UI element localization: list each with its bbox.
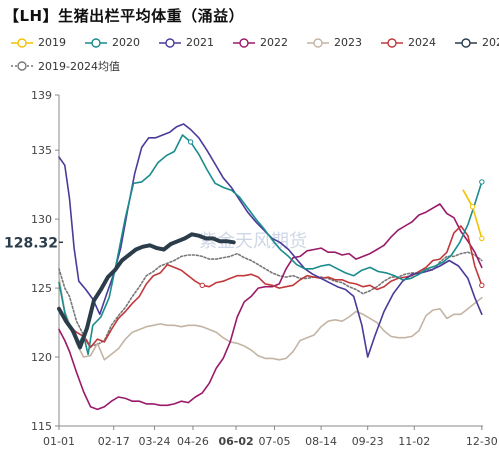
legend-swatch-icon [233, 37, 255, 48]
series-point-2024 [479, 282, 485, 289]
y-tick-label: 139 [31, 89, 52, 102]
x-tick-label: 12-30 [466, 435, 498, 448]
legend-item[interactable]: 2020 [84, 36, 140, 49]
y-tick-label: 130 [31, 213, 52, 226]
series-point-2024 [199, 282, 205, 289]
series-line-2022 [58, 203, 483, 411]
series-point-2019 [479, 235, 485, 242]
series-point-2020 [187, 139, 194, 145]
chart-title: 【LH】生猪出栏平均体重（涌益） [4, 7, 245, 25]
watermark: 紫金天风期货 [199, 231, 307, 252]
y-tick-label: 115 [31, 420, 52, 433]
legend-swatch-icon [455, 37, 477, 48]
legend-item[interactable]: 2022 [232, 36, 288, 49]
legend-item[interactable]: 2021 [158, 36, 214, 49]
x-tick-label: 06-02 [218, 435, 253, 448]
legend-swatch-icon [85, 37, 107, 48]
legend-label: 2025 [482, 36, 499, 49]
series-line-2023 [58, 276, 483, 361]
series-line-2020 [58, 134, 483, 356]
legend-label: 2022 [260, 36, 288, 49]
series-line-2019 [462, 189, 483, 240]
legend-label: 2024 [408, 36, 436, 49]
y-tick-label: 120 [31, 351, 52, 364]
x-tick-label: 04-26 [177, 435, 209, 448]
legend-swatch-icon [11, 61, 33, 71]
x-tick-label: 09-23 [352, 435, 384, 448]
series-point-2019 [469, 204, 476, 210]
x-tick-label: 01-01 [43, 435, 75, 448]
x-tick-label: 08-14 [305, 435, 337, 448]
legend-label: 2020 [112, 36, 140, 49]
legend-item[interactable]: 2024 [380, 36, 436, 49]
legend-item[interactable]: 2019 [10, 36, 66, 49]
y-tick-label: 135 [31, 144, 52, 157]
series-line-2025 [57, 232, 236, 350]
legend-label: 2019-2024均值 [38, 60, 120, 73]
legend-item[interactable]: 2023 [306, 36, 362, 49]
legend-label: 2021 [186, 36, 214, 49]
x-tick-label: 03-24 [139, 435, 171, 448]
x-highlight-bg [212, 431, 261, 449]
x-tick-label: 11-02 [398, 435, 430, 448]
legend-item[interactable]: 2025 [454, 36, 499, 49]
x-tick-label: 02-17 [98, 435, 130, 448]
legend-item[interactable]: 2019-2024均值 [10, 58, 120, 74]
series-point-2020 [479, 179, 485, 185]
y-tick-label: 125 [31, 282, 52, 295]
legend-swatch-icon [11, 37, 33, 48]
legend-swatch-icon [159, 37, 181, 48]
legend-label: 2019 [38, 36, 66, 49]
x-tick-label: 07-05 [259, 435, 291, 448]
legend-swatch-icon [307, 37, 329, 48]
legend-label: 2023 [334, 36, 362, 49]
series-line-2019-2024均值 [58, 251, 483, 347]
legend-swatch-icon [381, 37, 403, 48]
current-value-label: 128.32 [4, 235, 58, 251]
